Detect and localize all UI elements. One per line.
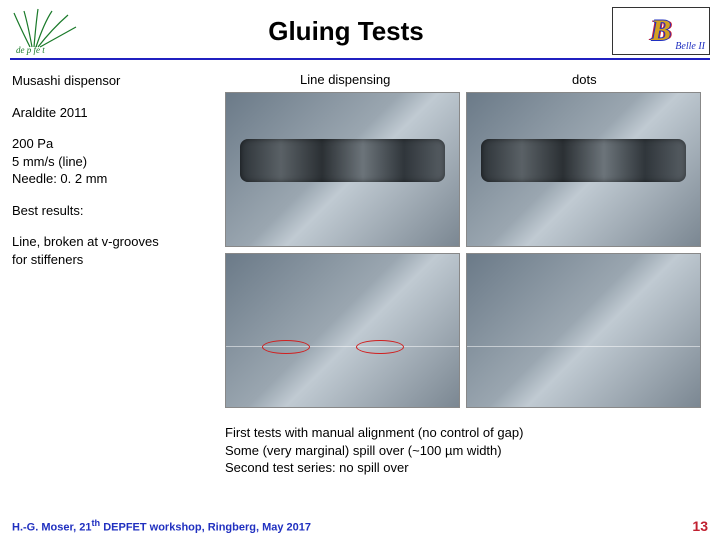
footer-author: H.-G. Moser, 21th DEPFET workshop, Ringb… [12,518,311,534]
page-number: 13 [692,518,708,534]
img-line-bottom [225,253,460,408]
txt-needle: Needle: 0. 2 mm [12,170,212,188]
logo-right: B Belle II [612,7,710,55]
txt-best: Best results: [12,202,212,220]
img-dots-bottom [466,253,701,408]
txt-lb1: Line, broken at v-grooves [12,233,212,251]
summary-text: First tests with manual alignment (no co… [225,424,523,477]
svg-text:de p fe t: de p fe t [16,45,45,55]
label-line-dispensing: Line dispensing [300,72,390,87]
txt-line-broken: Line, broken at v-grooves for stiffeners [12,233,212,268]
img-dots-top [466,92,701,247]
summary-2: Some (very marginal) spill over (~100 µm… [225,442,523,460]
txt-dispensor: Musashi dispensor [12,72,212,90]
summary-3: Second test series: no spill over [225,459,523,477]
page-title: Gluing Tests [80,16,612,47]
logo-left: de p fe t [10,7,80,55]
author-b: DEPFET workshop, Ringberg, May 2017 [100,522,311,534]
belle-sub: Belle II [675,41,705,52]
footer: H.-G. Moser, 21th DEPFET workshop, Ringb… [12,518,708,534]
txt-araldite: Araldite 2011 [12,104,212,122]
author-sup: th [91,518,100,528]
belle-letter: B [651,14,671,48]
label-dots: dots [572,72,597,87]
summary-1: First tests with manual alignment (no co… [225,424,523,442]
author-a: H.-G. Moser, 21 [12,522,91,534]
spill-marker-1 [262,340,310,354]
txt-pressure: 200 Pa [12,135,212,153]
spill-marker-2 [356,340,404,354]
image-grid [225,92,701,408]
txt-lb2: for stiffeners [12,251,212,269]
img-line-top [225,92,460,247]
txt-params: 200 Pa 5 mm/s (line) Needle: 0. 2 mm [12,135,212,188]
left-column: Musashi dispensor Araldite 2011 200 Pa 5… [12,72,212,282]
txt-speed: 5 mm/s (line) [12,153,212,171]
title-rule [10,58,710,60]
